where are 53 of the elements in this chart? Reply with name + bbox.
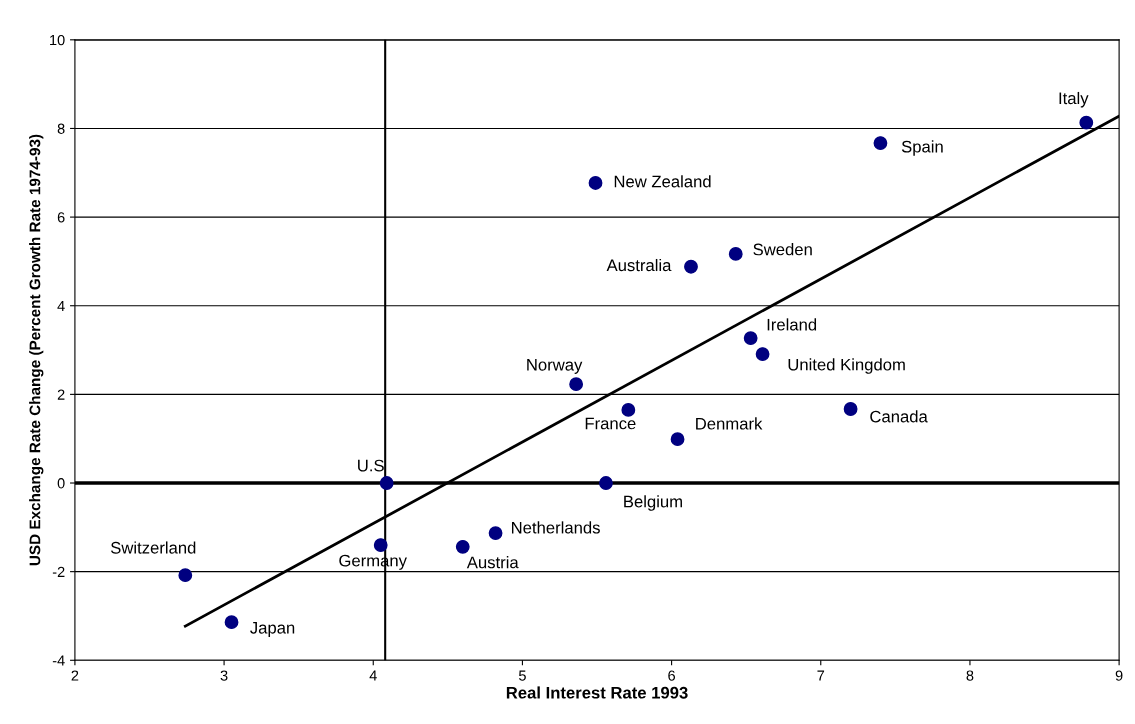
point — [455, 539, 470, 554]
x-tick-label: 8 — [966, 670, 974, 681]
point — [599, 476, 613, 490]
y-tick-label: 4 — [57, 300, 65, 312]
annotation: France — [585, 417, 636, 430]
y-tick-label: 6 — [57, 212, 65, 223]
y-tick-label: 0 — [57, 478, 65, 489]
x-tick-label: 7 — [817, 670, 825, 681]
y-tick-label: 8 — [57, 123, 65, 134]
x-tick-label: 3 — [220, 670, 228, 681]
point — [569, 377, 584, 392]
y-tick-label: 10 — [50, 34, 65, 46]
point — [684, 259, 698, 274]
point — [1079, 115, 1094, 130]
annotation: Canada — [870, 410, 928, 423]
annotation: Australia — [606, 258, 672, 272]
annotation: Italy — [1059, 91, 1089, 108]
y-axis-title: USD Exchange Rate Change (Percent Growth Rate 1974-93) — [29, 134, 44, 566]
annotation: Sweden — [753, 243, 812, 256]
annotation: United Kingdom — [788, 358, 905, 374]
annotation: Belgium — [624, 495, 682, 511]
x-tick-label: 5 — [518, 670, 526, 681]
annotation: Austria — [466, 556, 519, 569]
x-tick-label: 2 — [71, 670, 79, 681]
annotation: U.S — [358, 459, 384, 472]
annotation: Ireland — [767, 318, 817, 331]
point — [178, 568, 193, 583]
point — [373, 538, 388, 552]
point — [488, 526, 503, 540]
point — [670, 432, 685, 447]
x-tick-label: 4 — [369, 670, 377, 681]
annotation: New Zealand — [614, 175, 711, 188]
point — [224, 615, 239, 630]
annotation: Norway — [527, 359, 583, 374]
annotation: Switzerland — [110, 541, 196, 554]
point — [588, 176, 603, 190]
point — [728, 246, 743, 261]
point — [743, 331, 758, 345]
x-tick-label: 9 — [1115, 670, 1123, 681]
point — [755, 347, 770, 361]
point — [379, 476, 394, 490]
x-tick-label: 6 — [668, 670, 676, 681]
y-tick-label: -2 — [52, 566, 65, 577]
x-axis-title: Real Interest Rate 1993 — [506, 686, 688, 699]
annotation: Japan — [250, 622, 295, 637]
point — [873, 136, 888, 150]
annotation: Netherlands — [512, 521, 600, 534]
annotation: Denmark — [696, 417, 763, 430]
y-tick-label: -4 — [52, 655, 65, 666]
point — [621, 402, 636, 417]
y-tick-label: 2 — [57, 389, 65, 400]
annotation: Spain — [901, 140, 943, 156]
point — [843, 402, 858, 416]
